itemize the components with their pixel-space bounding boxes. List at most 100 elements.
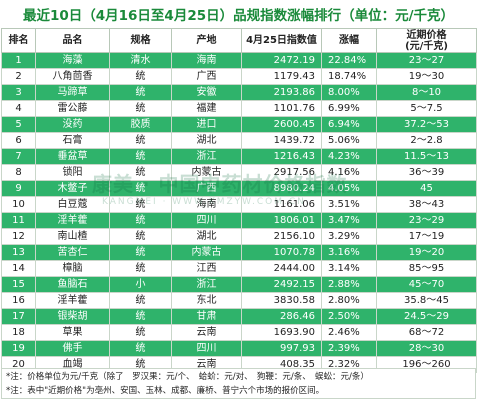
cell-origin: 内蒙古 bbox=[171, 164, 242, 181]
cell-price: 35.8～45 bbox=[376, 292, 477, 309]
cell-name: 海藻 bbox=[35, 52, 110, 69]
cell-price: 24.5～29 bbox=[376, 308, 477, 325]
table-row: 19 佛手统四川 997.93 2.39% 28～30 bbox=[1, 340, 477, 357]
header-change: 涨幅 bbox=[321, 28, 377, 53]
footnotes: *注：价格单位为元/千克（除了 罗汉果：元/个、 蛤蚧：元/对、 狗鞭：元/条、… bbox=[1, 368, 476, 399]
cell-spec: 统 bbox=[109, 324, 172, 341]
cell-origin: 广西 bbox=[171, 68, 242, 85]
cell-change: 2.50% bbox=[321, 308, 377, 325]
cell-price: 36～39 bbox=[376, 164, 477, 181]
table-row: 2 八角茴香统广西 1179.43 18.74% 19～30 bbox=[1, 68, 477, 85]
header-rank: 排名 bbox=[1, 28, 36, 53]
table-row: 15 鱼脑石小浙江 2492.15 2.88% 45～70 bbox=[1, 276, 477, 293]
cell-rank: 12 bbox=[1, 228, 36, 245]
cell-change: 8.00% bbox=[321, 84, 377, 101]
cell-rank: 10 bbox=[1, 196, 36, 213]
cell-name: 草果 bbox=[35, 324, 110, 341]
table-row: 18 草果统云南 1693.90 2.46% 68～72 bbox=[1, 324, 477, 341]
cell-change: 6.94% bbox=[321, 116, 377, 133]
cell-origin: 浙江 bbox=[171, 148, 242, 165]
cell-index: 8980.24 bbox=[241, 180, 322, 197]
cell-spec: 统 bbox=[109, 164, 172, 181]
cell-change: 4.05% bbox=[321, 180, 377, 197]
cell-origin: 海南 bbox=[171, 196, 242, 213]
header-index: 4月25日指数值 bbox=[241, 28, 322, 53]
cell-price: 8～10 bbox=[376, 84, 477, 101]
cell-spec: 统 bbox=[109, 308, 172, 325]
table-body: 1 海藻 清水 海南 2472.19 22.84% 23～27 2 八角茴香统广西 1179.43… bbox=[1, 52, 477, 373]
footnote-markets: *注：表中"近期价格"为亳州、安国、玉林、成都、廉桥、普宁六个市场的报价区间。 bbox=[6, 385, 325, 396]
cell-name: 雷公藤 bbox=[35, 100, 110, 117]
table-row: 12 南山楂统湖北 2156.10 3.29% 17～19 bbox=[1, 228, 477, 245]
cell-rank: 19 bbox=[1, 340, 36, 357]
cell-origin: 东北 bbox=[171, 292, 242, 309]
cell-origin: 四川 bbox=[171, 212, 242, 229]
cell-index: 1070.78 bbox=[241, 244, 322, 261]
cell-change: 18.74% bbox=[321, 68, 377, 85]
cell-index: 2472.19 bbox=[241, 52, 322, 69]
cell-rank: 5 bbox=[1, 116, 36, 133]
cell-rank: 1 bbox=[1, 52, 36, 69]
cell-index: 1439.72 bbox=[241, 132, 322, 149]
cell-change: 3.29% bbox=[321, 228, 377, 245]
table-row: 16 淫羊藿统东北 3830.58 2.80% 35.8～45 bbox=[1, 292, 477, 309]
cell-index: 1161.06 bbox=[241, 196, 322, 213]
cell-change: 2.80% bbox=[321, 292, 377, 309]
cell-origin: 内蒙古 bbox=[171, 244, 242, 261]
header-price-line2: (元/千克) bbox=[405, 40, 448, 52]
cell-spec: 统 bbox=[109, 100, 172, 117]
cell-price: 19～30 bbox=[376, 68, 477, 85]
cell-change: 3.14% bbox=[321, 260, 377, 277]
cell-change: 2.39% bbox=[321, 340, 377, 357]
cell-index: 2917.56 bbox=[241, 164, 322, 181]
cell-name: 垂盆草 bbox=[35, 148, 110, 165]
cell-price: 17～19 bbox=[376, 228, 477, 245]
cell-price: 5～7.5 bbox=[376, 100, 477, 117]
cell-name: 石膏 bbox=[35, 132, 110, 149]
cell-name: 淫羊藿 bbox=[35, 212, 110, 229]
table-row: 9 木鳖子统广西 8980.24 4.05% 45 bbox=[1, 180, 477, 197]
cell-change: 2.88% bbox=[321, 276, 377, 293]
table-row: 11 淫羊藿统四川 1806.01 3.47% 23～29 bbox=[1, 212, 477, 229]
header-spec: 规格 bbox=[109, 28, 172, 53]
cell-name: 八角茴香 bbox=[35, 68, 110, 85]
cell-origin: 福建 bbox=[171, 100, 242, 117]
cell-spec: 统 bbox=[109, 180, 172, 197]
cell-name: 白豆蔻 bbox=[35, 196, 110, 213]
cell-spec: 统 bbox=[109, 260, 172, 277]
cell-origin: 江西 bbox=[171, 260, 242, 277]
cell-name: 南山楂 bbox=[35, 228, 110, 245]
cell-index: 1179.43 bbox=[241, 68, 322, 85]
cell-rank: 3 bbox=[1, 84, 36, 101]
cell-name: 樟脑 bbox=[35, 260, 110, 277]
cell-origin: 云南 bbox=[171, 324, 242, 341]
cell-rank: 17 bbox=[1, 308, 36, 325]
cell-index: 2492.15 bbox=[241, 276, 322, 293]
cell-price: 11.5～13 bbox=[376, 148, 477, 165]
cell-price: 19～20 bbox=[376, 244, 477, 261]
cell-price: 28～30 bbox=[376, 340, 477, 357]
cell-change: 6.99% bbox=[321, 100, 377, 117]
cell-price: 23～29 bbox=[376, 212, 477, 229]
cell-index: 997.93 bbox=[241, 340, 322, 357]
table-header-row: 排名 品名 规格 产地 4月25日指数值 涨幅 近期价格 (元/千克) bbox=[1, 28, 477, 53]
table-row: 17 银柴胡统甘肃 286.46 2.50% 24.5～29 bbox=[1, 308, 477, 325]
cell-spec: 胶质 bbox=[109, 116, 172, 133]
cell-spec: 统 bbox=[109, 148, 172, 165]
cell-price: 85～95 bbox=[376, 260, 477, 277]
cell-name: 鱼脑石 bbox=[35, 276, 110, 293]
table-row: 13 苦杏仁统内蒙古 1070.78 3.16% 19～20 bbox=[1, 244, 477, 261]
cell-spec: 统 bbox=[109, 132, 172, 149]
cell-index: 2600.45 bbox=[241, 116, 322, 133]
cell-index: 3830.58 bbox=[241, 292, 322, 309]
cell-index: 1101.76 bbox=[241, 100, 322, 117]
cell-spec: 统 bbox=[109, 292, 172, 309]
table-row: 6 石膏统湖北 1439.72 5.06% 2～2.8 bbox=[1, 132, 477, 149]
cell-rank: 14 bbox=[1, 260, 36, 277]
page-title: 最近10日（4月16日至4月25日）品规指数涨幅排行（单位：元/千克） bbox=[0, 0, 477, 28]
footnote-units: *注：价格单位为元/千克（除了 罗汉果：元/个、 蛤蚧：元/对、 狗鞭：元/条、… bbox=[6, 371, 369, 382]
cell-price: 23～27 bbox=[376, 52, 477, 69]
cell-price: 68～72 bbox=[376, 324, 477, 341]
cell-origin: 湖北 bbox=[171, 228, 242, 245]
cell-change: 22.84% bbox=[321, 52, 377, 69]
